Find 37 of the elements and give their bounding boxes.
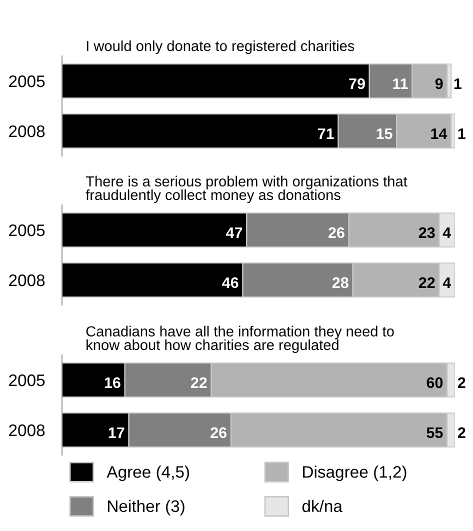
y-tick-label: 2005: [9, 374, 45, 386]
y-tick-label: 2008: [9, 274, 45, 286]
data-label: 15: [376, 128, 392, 140]
legend-label: Agree (4,5): [106, 466, 190, 482]
data-label: 55: [426, 427, 443, 438]
chart-title: Canadians have all the information they need to know about how charities are regulated: [86, 326, 394, 353]
legend-label: Disagree (1,2): [303, 466, 406, 482]
data-label: 1: [454, 78, 462, 89]
data-label: 2: [458, 427, 466, 438]
chart-title: I would only donate to registered charities: [86, 40, 354, 54]
data-label: 26: [328, 227, 344, 238]
data-label: 26: [210, 427, 227, 438]
data-label: 2: [458, 377, 466, 388]
y-tick-label: 2005: [9, 224, 45, 236]
legend-label: dk/na: [302, 500, 342, 512]
data-label: 11: [393, 78, 408, 89]
data-label: 4: [442, 277, 451, 288]
data-label: 28: [332, 277, 348, 288]
data-label: 71: [318, 128, 334, 139]
data-label: 79: [349, 78, 365, 90]
data-label: 16: [104, 377, 120, 388]
data-label: 46: [222, 277, 238, 288]
y-tick-label: 2005: [9, 75, 45, 88]
data-label: 17: [108, 427, 124, 438]
data-label: 22: [418, 277, 435, 288]
legend-label: Neither (3): [108, 500, 184, 516]
data-label: 1: [458, 128, 466, 139]
data-label: 60: [426, 377, 443, 388]
y-tick-label: 2008: [9, 424, 45, 436]
chart-title: There is a serious problem with organizations that fraudulently collect money as donations: [86, 176, 408, 203]
y-tick-label: 2008: [9, 125, 45, 138]
data-label: 4: [442, 227, 451, 238]
data-label: 22: [190, 377, 207, 388]
data-label: 23: [418, 227, 435, 238]
data-label: 47: [226, 227, 242, 238]
data-label: 9: [435, 78, 443, 90]
data-label: 14: [431, 128, 448, 139]
